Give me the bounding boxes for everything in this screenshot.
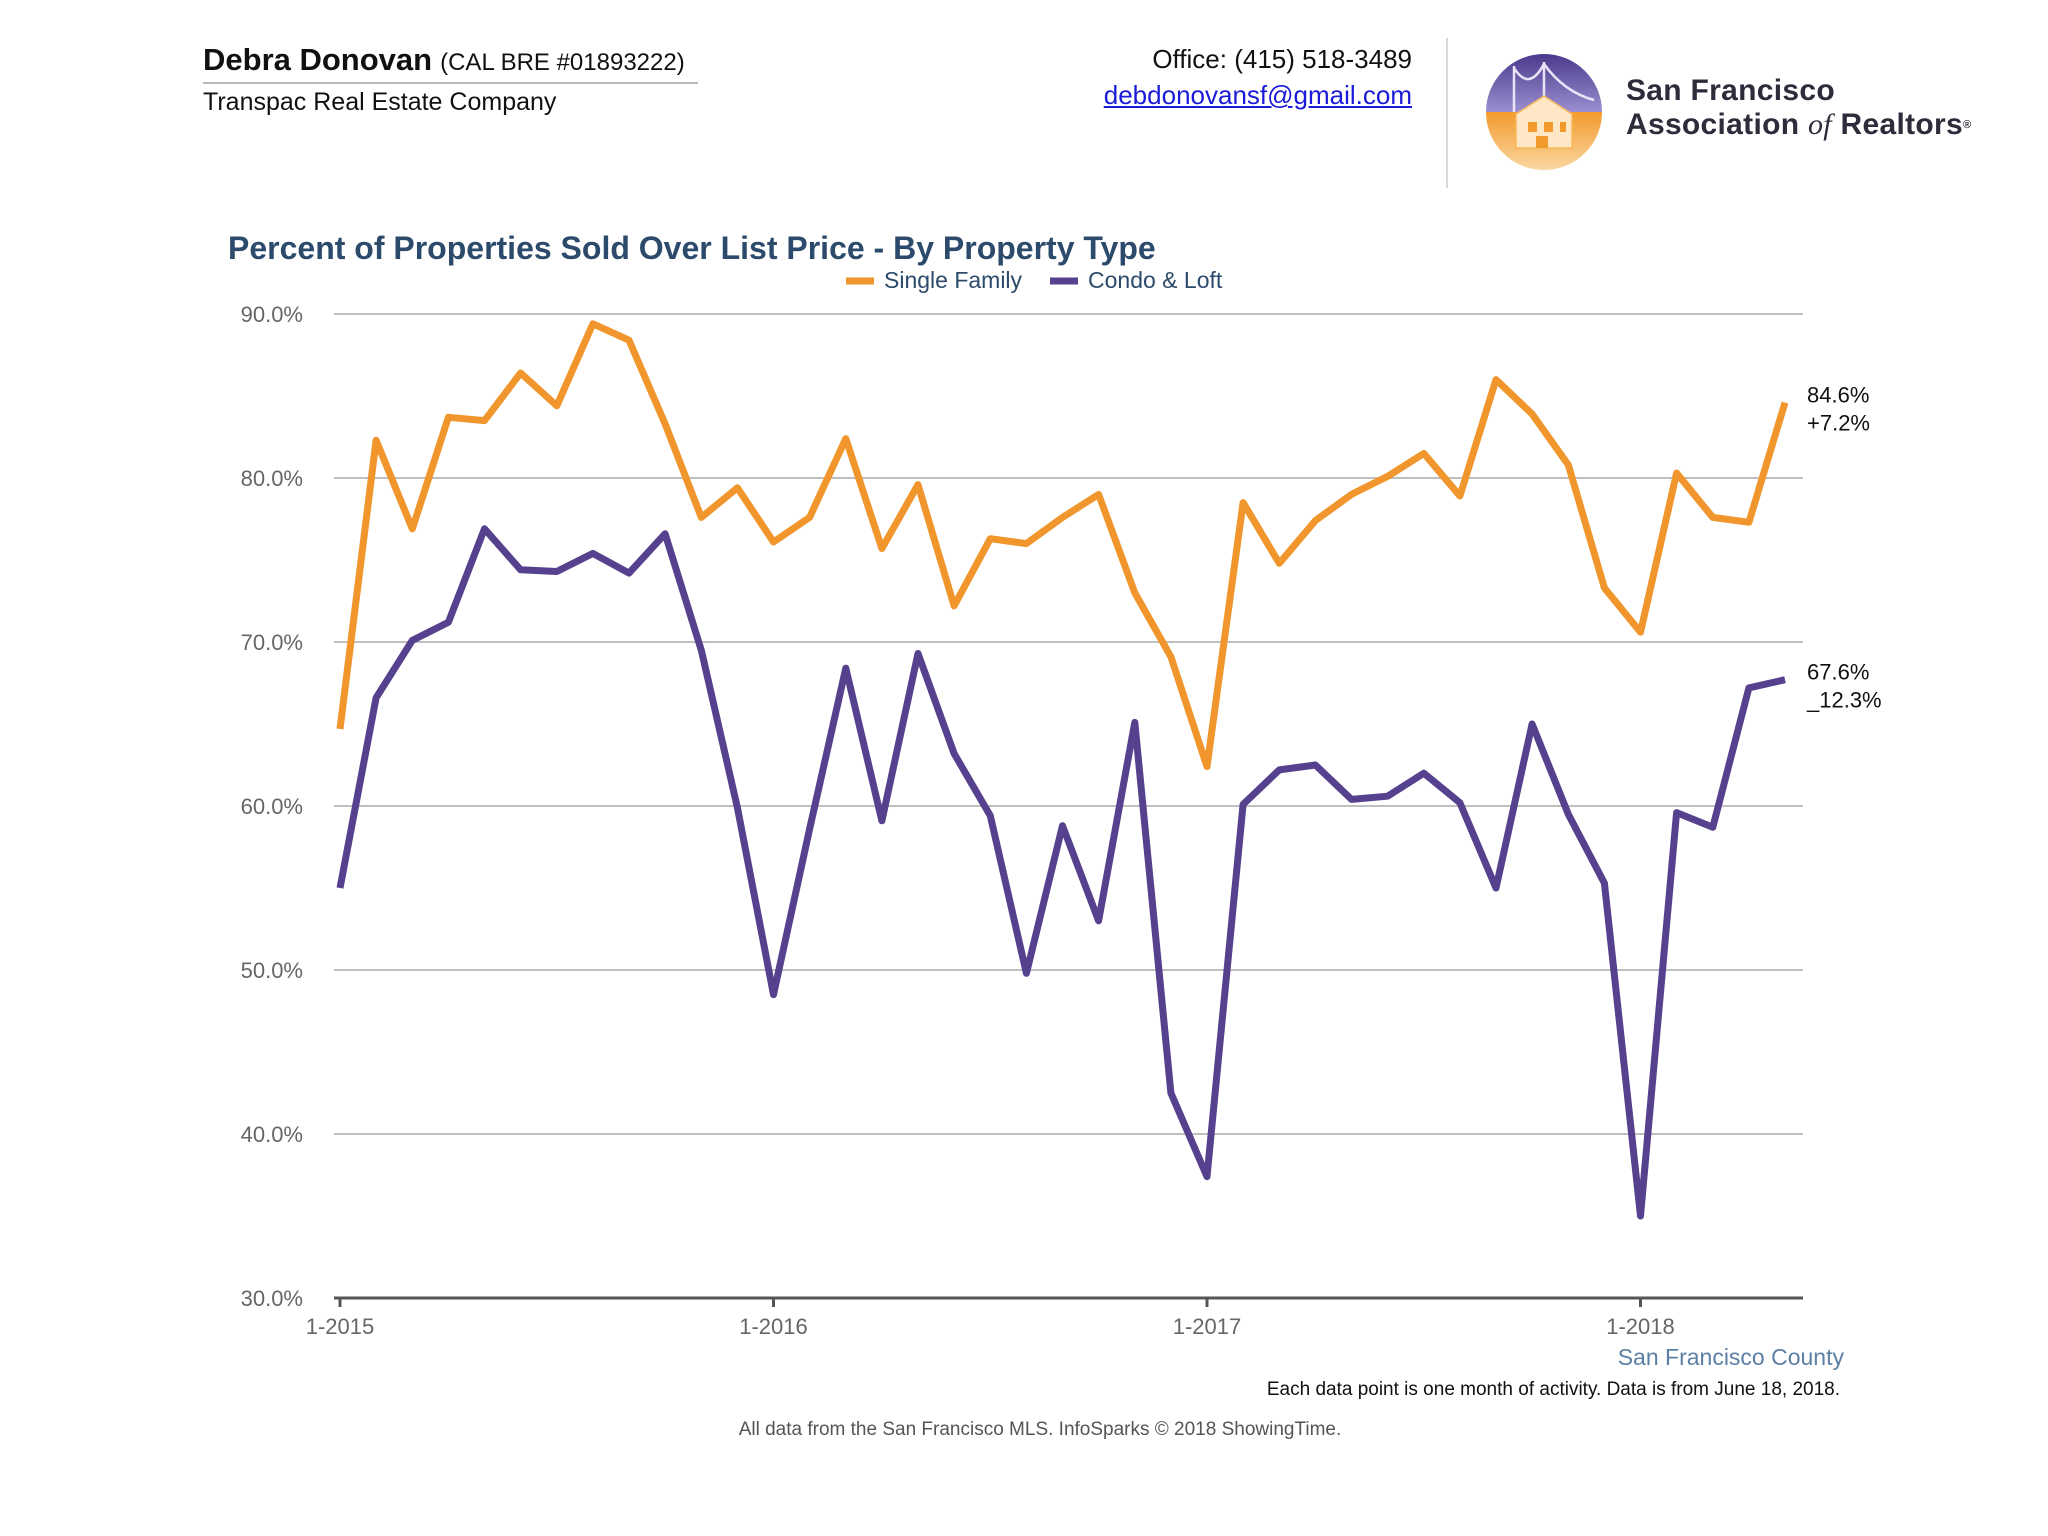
logo-registered-mark: ® xyxy=(1963,119,1972,131)
agent-company: Transpac Real Estate Company xyxy=(203,88,557,116)
golden-gate-house-icon xyxy=(1486,54,1602,170)
source-note: All data from the San Francisco MLS. Inf… xyxy=(738,1419,1342,1440)
y-tick-label: 40.0% xyxy=(241,1122,303,1147)
series-change-label: _12.3% xyxy=(1806,688,1882,713)
y-tick-label: 80.0% xyxy=(241,466,303,491)
series-end-value-label: 84.6% xyxy=(1807,383,1869,408)
y-tick-label: 30.0% xyxy=(241,1286,303,1311)
series-line-condo-loft xyxy=(336,525,1786,1220)
office-phone: Office: (415) 518-3489 xyxy=(1152,44,1412,74)
x-tick-label: 1-2015 xyxy=(306,1314,375,1339)
logo-line-2-of: of xyxy=(1807,108,1832,141)
logo-wordmark: San Francisco Association of Realtors® xyxy=(1626,74,1971,142)
legend-label: Condo & Loft xyxy=(1088,267,1223,293)
logo-line-1: San Francisco xyxy=(1626,74,1835,107)
logo-line-2: Association of Realtors® xyxy=(1626,108,1971,142)
x-tick-label: 1-2017 xyxy=(1173,1314,1242,1339)
y-tick-label: 60.0% xyxy=(241,794,303,819)
header-vertical-divider xyxy=(1446,38,1448,188)
x-tick-label: 1-2016 xyxy=(739,1314,808,1339)
agent-email-link[interactable]: debdonovansf@gmail.com xyxy=(1103,80,1412,110)
agent-license: (CAL BRE #01893222) xyxy=(440,49,685,76)
header-divider-line xyxy=(203,82,698,84)
legend-label: Single Family xyxy=(884,267,1023,293)
logo-line-2-a: Association xyxy=(1626,108,1808,141)
series-line-single-family xyxy=(336,320,1789,771)
data-note: Each data point is one month of activity… xyxy=(1266,1379,1840,1400)
region-label: San Francisco County xyxy=(1617,1344,1844,1370)
chart-title: Percent of Properties Sold Over List Pri… xyxy=(228,230,1156,266)
series-end-value-label: 67.6% xyxy=(1807,660,1869,685)
logo-line-2-b: Realtors xyxy=(1831,108,1964,141)
series-change-label: +7.2% xyxy=(1807,411,1870,436)
y-tick-label: 70.0% xyxy=(241,630,303,655)
y-tick-label: 50.0% xyxy=(241,958,303,983)
y-tick-label: 90.0% xyxy=(241,302,303,327)
agent-name-text: Debra Donovan xyxy=(203,42,433,77)
agent-name: Debra Donovan (CAL BRE #01893222) xyxy=(203,42,685,78)
x-tick-label: 1-2018 xyxy=(1606,1314,1675,1339)
